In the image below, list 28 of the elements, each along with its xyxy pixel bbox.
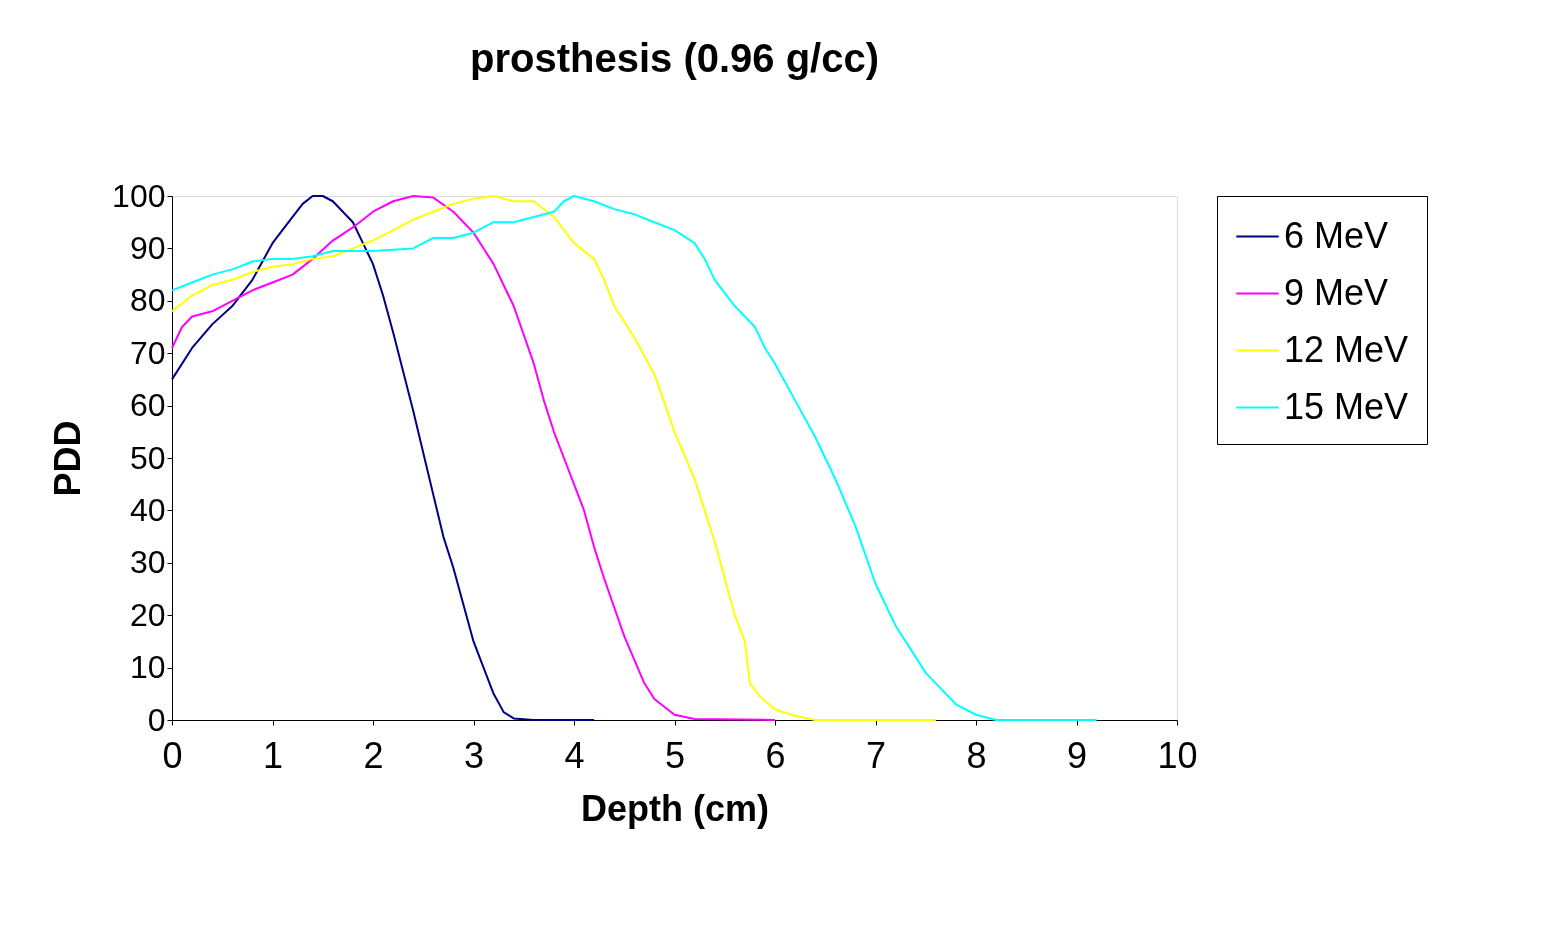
y-tick-label: 30 [129,544,166,581]
x-tick-label: 2 [363,734,384,776]
y-tick-label: 100 [112,177,166,214]
x-tick-label: 10 [1157,734,1198,776]
legend-label: 6 MeV [1284,214,1389,256]
x-axis-title: Depth (cm) [581,787,769,829]
chart-title: prosthesis (0.96 g/cc) [469,36,880,80]
x-tick-label: 7 [865,734,887,776]
y-tick-label: 0 [147,701,166,738]
y-tick-label: 10 [129,649,166,686]
y-axis-title: PDD [47,420,89,497]
legend-label: 12 MeV [1284,328,1409,370]
x-tick-label: 1 [262,734,284,776]
y-tick-label: 50 [129,439,166,476]
y-tick-label: 60 [129,387,166,424]
x-tick-label: 9 [1066,734,1088,776]
x-tick-label: 5 [664,734,686,776]
y-tick-label: 90 [129,229,166,266]
x-tick-label: 6 [765,734,786,776]
y-tick-label: 70 [129,334,166,371]
y-tick-label: 20 [129,596,166,633]
legend-label: 15 MeV [1284,385,1409,427]
x-tick-label: 4 [564,734,585,776]
x-tick-label: 8 [966,734,987,776]
x-tick-label: 3 [463,734,485,776]
y-tick-label: 80 [129,282,166,319]
y-tick-label: 40 [129,491,166,528]
legend-label: 9 MeV [1284,271,1389,313]
